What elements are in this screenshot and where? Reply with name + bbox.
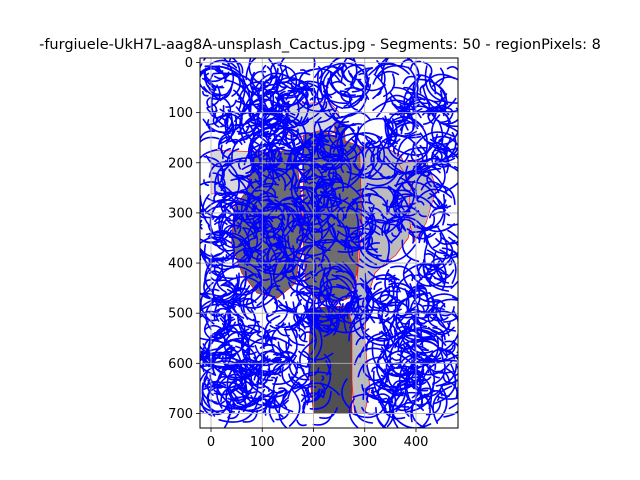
- overlay-cluster: [313, 116, 370, 171]
- y-tick-label: 400: [168, 257, 193, 272]
- overlay-cluster: [366, 316, 453, 428]
- chart-title: -furgiuele-UkH7L-aag8A-unsplash_Cactus.j…: [39, 37, 601, 53]
- y-axis: 0 100 200 300 400 500 600 700: [168, 56, 200, 422]
- y-tick-label: 100: [168, 106, 193, 121]
- overlay-cluster: [245, 189, 323, 294]
- y-tick-label: 500: [168, 307, 193, 322]
- grid: [200, 58, 458, 428]
- overlay-cluster: [316, 58, 388, 118]
- x-tick-label: 400: [404, 435, 429, 450]
- x-tick-label: 300: [352, 435, 377, 450]
- overlay-cluster: [326, 201, 381, 253]
- x-tick-label: 100: [250, 435, 275, 450]
- y-tick-label: 600: [168, 357, 193, 372]
- y-tick-label: 700: [168, 407, 193, 422]
- y-tick-label: 300: [168, 206, 193, 221]
- x-axis: 0 100 200 300 400: [207, 428, 429, 450]
- x-tick-label: 0: [207, 435, 215, 450]
- overlay-cluster: [341, 263, 448, 428]
- y-tick-label: 0: [185, 56, 193, 71]
- x-tick-label: 200: [301, 435, 326, 450]
- segmentation-image: [200, 58, 458, 428]
- plot-frame: [199, 57, 459, 429]
- y-tick-label: 200: [168, 156, 193, 171]
- overlay-cluster: [200, 324, 266, 428]
